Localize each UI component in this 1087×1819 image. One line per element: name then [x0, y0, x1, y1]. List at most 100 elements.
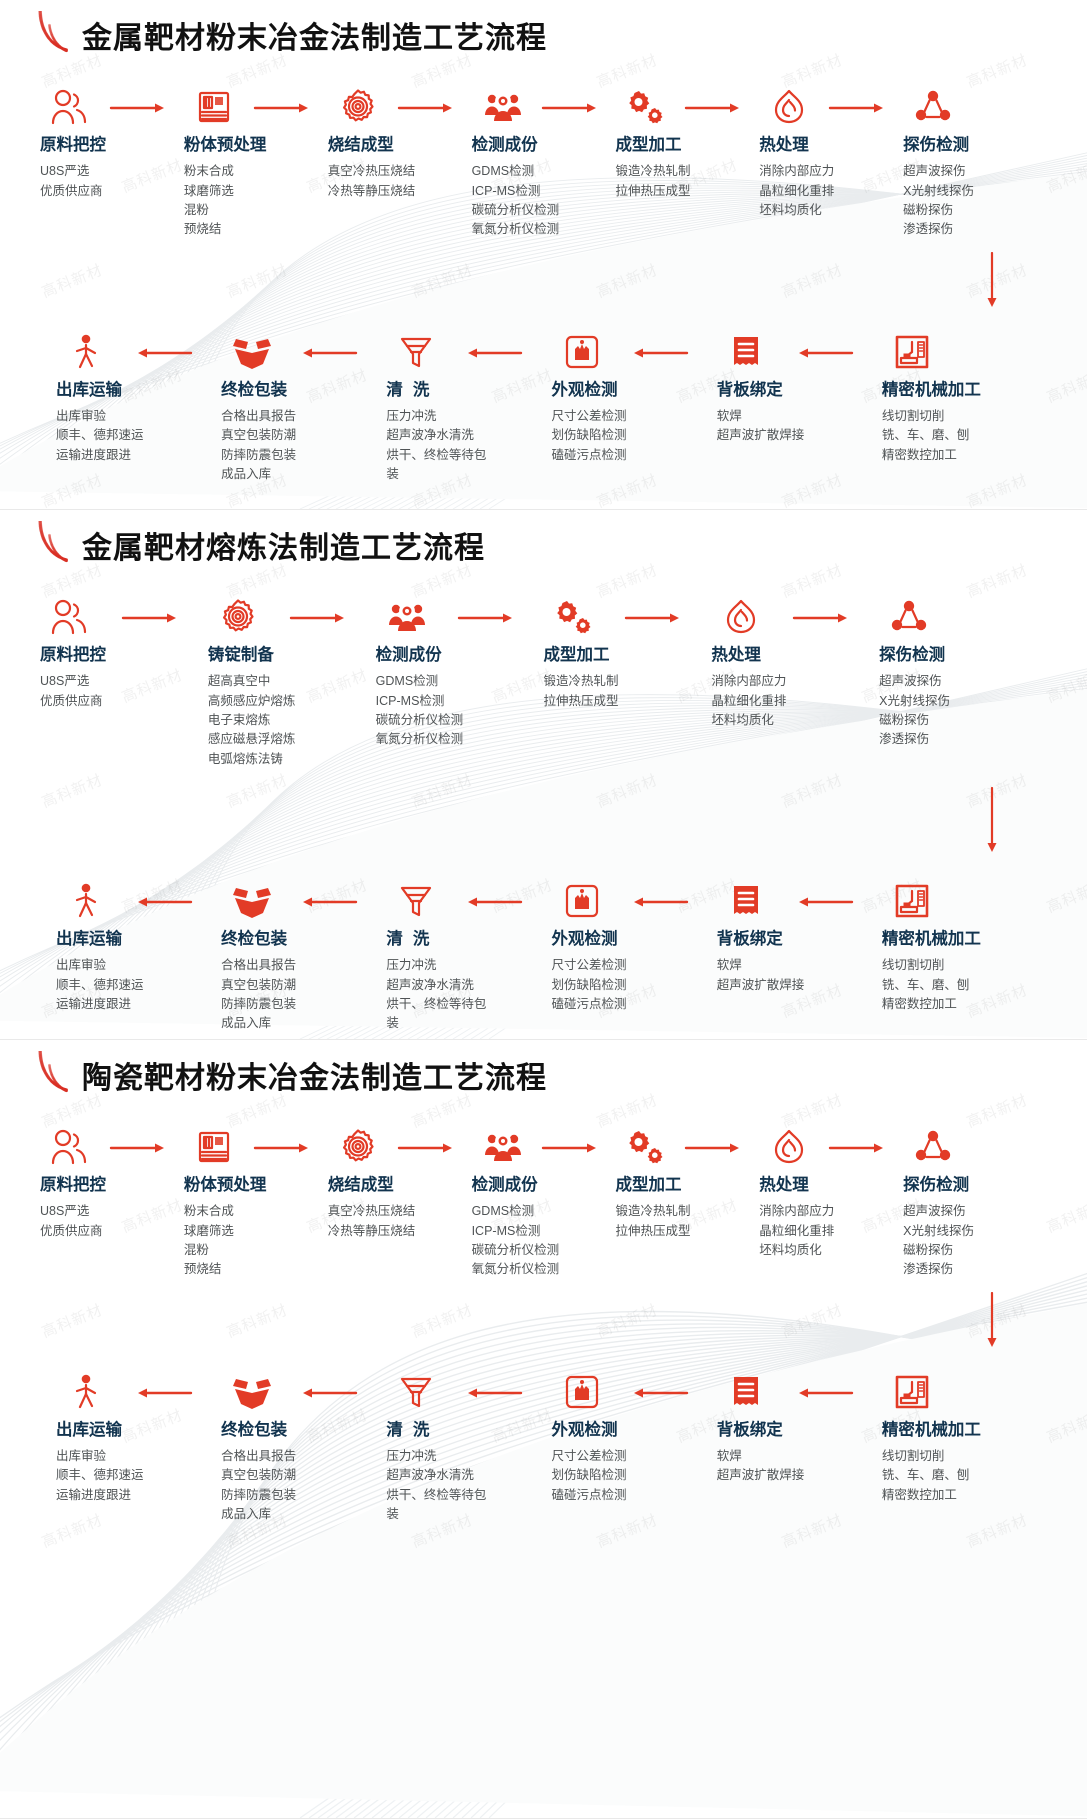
- flow-step-title: 热处理: [759, 136, 809, 154]
- inspection-icon: [562, 880, 602, 922]
- flow-step-description-line: 铣、车、磨、刨: [881, 428, 970, 443]
- flow-step-description: 超高真空中 高频感应炉熔炼 电子束熔炼 感应磁悬浮熔炼 电弧熔炼法铸: [208, 672, 296, 769]
- flow-step[interactable]: 原料把控 U8S严选 优质供应商: [40, 1126, 184, 1280]
- flow-step[interactable]: 检测成份 GDMS检测 ICP-MS检测 碳硫分析仪检测 氧氮分析仪检测: [472, 1126, 616, 1280]
- flow-step[interactable]: 探伤检测 超声波探伤 X光射线探伤 磁粉探伤 渗透探伤: [903, 86, 1047, 240]
- flow-step-title: 探伤检测: [879, 646, 946, 664]
- flow-step-description-line: 预烧结: [183, 222, 222, 237]
- flow-step-description: 消除内部应力 晶粒细化重排 坯料均质化: [759, 1202, 834, 1260]
- flow-step-description-line: 软焊: [716, 1448, 742, 1463]
- flow-step-description: 超声波探伤 X光射线探伤 磁粉探伤 渗透探伤: [879, 672, 950, 750]
- people-icon: [50, 86, 90, 128]
- flame-icon: [769, 1126, 809, 1168]
- flow-step-title: 粉体预处理: [183, 1176, 267, 1194]
- walking-person-icon: [66, 1371, 104, 1413]
- flow-step[interactable]: 粉体预处理 粉末合成 球磨筛选 混粉 预烧结: [184, 1126, 328, 1280]
- flow-step-description: 锻造冷热轧制 拉伸热压成型: [615, 162, 690, 201]
- arrow-right-icon: [109, 102, 167, 114]
- arrow-left-icon: [631, 1387, 689, 1399]
- flow-step-description-line: 软焊: [716, 408, 742, 423]
- plate-icon: [727, 1371, 765, 1413]
- flow-body: 原料把控 U8S严选 优质供应商 粉体预处理 粉末合成 球磨筛选 混粉 预烧结 烧结成型 真空冷热…: [0, 64, 1087, 484]
- flow-step-description-line: 球磨筛选: [183, 183, 234, 198]
- arrow-right-icon: [109, 1142, 167, 1154]
- flow-step-description-line: 氧氮分析仪检测: [471, 1262, 560, 1277]
- flow-step-description-line: 锻造冷热轧制: [615, 1204, 691, 1219]
- walking-person-icon: [66, 880, 104, 922]
- flow-step-description-line: 压力冲洗: [386, 1448, 437, 1463]
- flow-step-description-line: 成品入库: [221, 1506, 272, 1521]
- open-box-icon: [231, 331, 273, 373]
- flow-step-description-line: 氧氮分析仪检测: [471, 222, 560, 237]
- gear-ring-icon: [218, 596, 258, 638]
- flow-step-title: 原料把控: [40, 136, 106, 154]
- flow-step-description-line: 铣、车、磨、刨: [881, 977, 970, 992]
- arrow-right-icon: [289, 612, 347, 624]
- flow-step-description-line: 尺寸公差检测: [551, 958, 627, 973]
- cnc-machine-icon: [892, 1371, 932, 1413]
- flow-step-description-line: 划伤缺陷检测: [551, 1468, 627, 1483]
- flow-step-title: 成型加工: [615, 1176, 682, 1194]
- flow-step-description-line: 超声波探伤: [903, 1204, 966, 1219]
- flow-step[interactable]: 探伤检测 超声波探伤 X光射线探伤 磁粉探伤 渗透探伤: [903, 1126, 1047, 1280]
- flow-step-title: 终检包装: [221, 1420, 288, 1439]
- flow-step-description-line: 混粉: [183, 1242, 209, 1257]
- arrow-left-icon: [465, 1387, 523, 1399]
- flow-step-description-line: 成品入库: [221, 466, 272, 481]
- flow-step-title: 检测成份: [471, 136, 538, 154]
- flow-step-description-line: X光射线探伤: [903, 1223, 974, 1238]
- flow-step-description-line: 磕碰污点检测: [551, 996, 627, 1011]
- flow-step-description-line: 真空包装防潮: [221, 1468, 297, 1483]
- flow-step-description-line: 冷热等静压烧结: [327, 1223, 416, 1238]
- flow-step-description-line: 冷热等静压烧结: [327, 183, 416, 198]
- flow-step-title: 烧结成型: [327, 1176, 394, 1194]
- group-gear-icon: [482, 1126, 524, 1168]
- flow-step[interactable]: 成型加工 锻造冷热轧制 拉伸热压成型: [615, 1126, 759, 1280]
- flow-step-description-line: 渗透探伤: [903, 1262, 954, 1277]
- flow-step[interactable]: 精密机械加工 线切割切削 铣、车、磨、刨 精密数控加工: [882, 880, 1047, 1034]
- molecule-icon: [913, 1126, 953, 1168]
- top-row: 原料把控 U8S严选 优质供应商 粉体预处理 粉末合成 球磨筛选 混粉 预烧结 烧结成型 真空冷热…: [0, 1104, 1087, 1280]
- flow-step-description-line: 超声波净水清洗: [386, 428, 474, 443]
- flow-step[interactable]: 烧结成型 真空冷热压烧结 冷热等静压烧结: [328, 1126, 472, 1280]
- flow-step-description: GDMS检测 ICP-MS检测 碳硫分析仪检测 氧氮分析仪检测: [472, 162, 560, 240]
- flow-step-description-line: 超声波探伤: [879, 674, 942, 689]
- flow-step-description: 超声波探伤 X光射线探伤 磁粉探伤 渗透探伤: [903, 1202, 974, 1280]
- section-header: 陶瓷靶材粉末冶金法制造工艺流程: [0, 1040, 1087, 1104]
- flow-step-title: 热处理: [759, 1176, 809, 1194]
- flow-body: 原料把控 U8S严选 优质供应商 铸锭制备 超高真空中 高频感应炉熔炼 电子束熔炼 感应磁悬浮…: [0, 574, 1087, 1034]
- flow-step-title: 检测成份: [471, 1176, 538, 1194]
- flow-step-description-line: 运输进度跟进: [56, 1487, 132, 1502]
- flow-step-description-line: 电弧熔炼法铸: [207, 751, 283, 766]
- flow-step[interactable]: 精密机械加工 线切割切削 铣、车、磨、刨 精密数控加工: [882, 1371, 1047, 1525]
- flow-step-description-line: 磕碰污点检测: [551, 1487, 627, 1502]
- flow-step-description-line: 优质供应商: [40, 693, 103, 708]
- flow-step-description-line: 出库审验: [56, 958, 107, 973]
- group-gear-icon: [482, 86, 524, 128]
- flow-step-description-line: 渗透探伤: [903, 222, 954, 237]
- flow-step-title: 出库运输: [56, 1420, 122, 1439]
- flow-step-description: 尺寸公差检测 划伤缺陷检测 磕碰污点检测: [552, 956, 627, 1014]
- flow-step-description-line: 电子束熔炼: [207, 712, 271, 727]
- flow-step-description-line: U8S严选: [40, 674, 90, 689]
- top-row: 原料把控 U8S严选 优质供应商 粉体预处理 粉末合成 球磨筛选 混粉 预烧结 烧结成型 真空冷热…: [0, 64, 1087, 240]
- flow-step-title: 外观检测: [551, 1420, 618, 1439]
- flow-step-description-line: 拉伸热压成型: [543, 693, 619, 708]
- flow-step-description-line: 磁粉探伤: [879, 712, 930, 727]
- flow-step[interactable]: 热处理消除内部应力 晶粒细化重排 坯料均质化: [759, 1126, 903, 1280]
- flow-step-description: 线切割切削 铣、车、磨、刨 精密数控加工: [882, 956, 970, 1014]
- flow-step-description-line: 顺丰、德邦速运: [56, 977, 144, 992]
- flow-step-description-line: 消除内部应力: [711, 674, 787, 689]
- arrow-right-icon: [253, 1142, 311, 1154]
- arrow-left-icon: [631, 347, 689, 359]
- flow-step-description-line: 拉伸热压成型: [615, 183, 691, 198]
- arrow-right-icon: [457, 612, 515, 624]
- flow-step-title: 成型加工: [543, 646, 610, 664]
- flow-step-description-line: GDMS检测: [375, 674, 439, 689]
- flow-step-description-line: 超声波扩散焊接: [716, 1468, 805, 1483]
- section-title: 陶瓷靶材粉末冶金法制造工艺流程: [82, 1061, 547, 1096]
- molecule-icon: [889, 596, 929, 638]
- arrow-left-icon: [300, 1387, 358, 1399]
- flow-step[interactable]: 精密机械加工 线切割切削 铣、车、磨、刨 精密数控加工: [882, 331, 1047, 485]
- flow-step[interactable]: 探伤检测超声波探伤 X光射线探伤 磁粉探伤 渗透探伤: [879, 596, 1047, 769]
